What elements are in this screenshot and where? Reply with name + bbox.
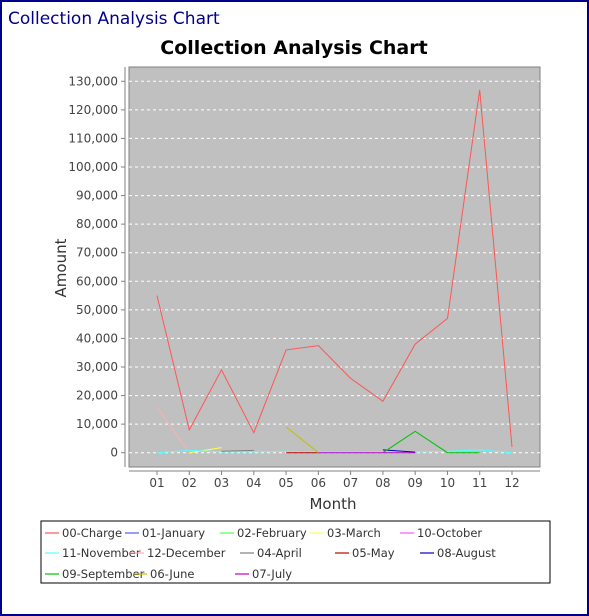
series-lines xyxy=(156,89,513,454)
legend-label: 06-June xyxy=(150,567,194,581)
y-tick-label: 10,000 xyxy=(76,417,118,431)
window-title: Collection Analysis Chart xyxy=(8,9,220,29)
legend-label: 07-July xyxy=(252,567,292,581)
series-line xyxy=(156,449,513,454)
legend-label: 08-August xyxy=(437,546,496,560)
plot-area xyxy=(128,66,541,468)
legend: 00-Charge 01-January 02-February 03-March 10… xyxy=(45,526,496,581)
x-tick-label: 11 xyxy=(472,476,487,490)
y-tick-label: 80,000 xyxy=(76,217,118,231)
series-line xyxy=(156,406,190,453)
x-tick-label: 08 xyxy=(375,476,390,490)
y-tick-label: 20,000 xyxy=(76,389,118,403)
legend-label: 02-February xyxy=(237,526,307,540)
y-axis: 0 10,000 20,000 30,000 40,000 50,000 60,000 70,… xyxy=(68,67,126,467)
x-tick-label: 01 xyxy=(149,476,164,490)
x-tick-label: 07 xyxy=(343,476,358,490)
series-line xyxy=(382,430,480,454)
legend-label: 05-May xyxy=(352,546,395,560)
y-tick-label: 90,000 xyxy=(76,189,118,203)
legend-label: 12-December xyxy=(147,546,226,560)
series-line xyxy=(189,447,222,454)
legend-box xyxy=(40,520,551,584)
y-tick-label: 120,000 xyxy=(68,103,118,117)
legend-label: 00-Charge xyxy=(62,526,122,540)
x-tick-label: 06 xyxy=(311,476,326,490)
x-tick-label: 12 xyxy=(504,476,519,490)
y-tick-label: 70,000 xyxy=(76,246,118,260)
series-line xyxy=(285,426,319,454)
y-tick-label: 40,000 xyxy=(76,331,118,345)
x-axis-label: Month xyxy=(309,495,356,513)
legend-label: 03-March xyxy=(327,526,381,540)
x-axis: 01 02 03 04 05 06 07 08 09 10 11 12 xyxy=(129,470,540,490)
y-tick-label: 100,000 xyxy=(68,160,118,174)
series-line xyxy=(382,449,416,453)
legend-label: 01-January xyxy=(142,526,205,540)
y-tick-label: 130,000 xyxy=(68,74,118,88)
y-tick-label: 60,000 xyxy=(76,274,118,288)
y-axis-label: Amount xyxy=(52,238,70,297)
chart-title: Collection Analysis Chart xyxy=(160,37,427,59)
y-tick-label: 30,000 xyxy=(76,360,118,374)
series-line xyxy=(221,449,254,452)
x-tick-label: 04 xyxy=(246,476,261,490)
x-tick-label: 05 xyxy=(278,476,293,490)
legend-label: 09-September xyxy=(62,567,145,581)
legend-label: 04-April xyxy=(257,546,302,560)
x-tick-label: 09 xyxy=(408,476,423,490)
gridlines xyxy=(129,80,540,454)
x-tick-label: 03 xyxy=(214,476,229,490)
y-tick-label: 110,000 xyxy=(68,131,118,145)
legend-label: 11-November xyxy=(62,546,141,560)
x-tick-label: 02 xyxy=(182,476,197,490)
x-tick-label: 10 xyxy=(440,476,455,490)
y-tick-label: 50,000 xyxy=(76,303,118,317)
legend-label: 10-October xyxy=(417,526,482,540)
y-tick-label: 0 xyxy=(110,446,118,460)
series-line xyxy=(156,89,513,448)
